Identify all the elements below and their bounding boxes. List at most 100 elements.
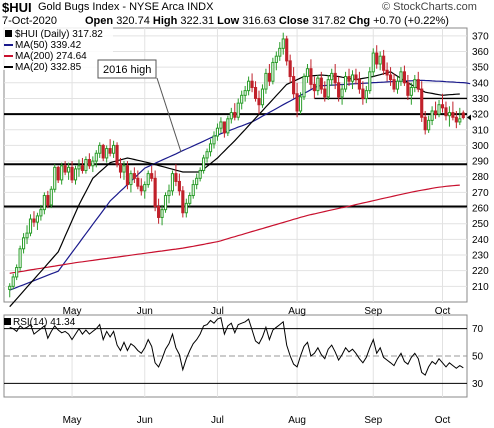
price-y-tick-label: 260 (472, 204, 489, 215)
candle-body (364, 90, 368, 99)
annotation-pointer (156, 77, 182, 153)
candle-body (181, 190, 185, 214)
candle-body (440, 104, 445, 109)
candle-body (271, 61, 275, 82)
candle-body (281, 38, 285, 49)
candle-body (208, 143, 213, 153)
candle-body (42, 195, 46, 211)
candle-body (309, 68, 313, 85)
last-price-marker (467, 114, 471, 121)
candle-body (18, 248, 22, 269)
ma20-line (9, 71, 460, 308)
candle-body (298, 96, 303, 112)
candle-body (157, 205, 161, 218)
price-y-tick-label: 370 (472, 31, 489, 42)
candle-body (305, 68, 310, 78)
candle-body (433, 110, 438, 115)
candle-body (53, 166, 57, 190)
candle-body (115, 144, 119, 165)
candle-body (35, 215, 40, 223)
price-x-tick-label: Aug (288, 306, 306, 317)
candle-body (451, 112, 455, 118)
candle-body (267, 72, 271, 82)
legend-price: $HUI (Daily) 317.82 (15, 29, 103, 40)
candle-body (243, 90, 247, 96)
ohlc-summary: Open 320.74 High 322.31 Low 316.63 Close… (85, 15, 449, 27)
candle-body (444, 107, 448, 117)
candle-body (409, 86, 413, 96)
candle-body (70, 166, 74, 181)
candle-body (395, 80, 400, 90)
candle-body (226, 118, 230, 134)
candle-body (247, 80, 251, 92)
candle-body (46, 195, 50, 206)
candle-body (191, 184, 195, 197)
rsi-x-tick-label: May (63, 415, 82, 426)
candle-body (368, 71, 372, 92)
candle-body (87, 159, 91, 167)
candle-body (402, 71, 406, 84)
annotation-2016-high: 2016 high (97, 59, 182, 153)
candle-body (430, 110, 434, 121)
legend-ma200: MA(200) 274.64 (15, 51, 87, 62)
close-value: 317.82 (311, 15, 346, 27)
candle-body (257, 97, 261, 106)
price-y-tick-label: 250 (472, 219, 489, 230)
candle-body (198, 169, 202, 179)
candle-body (212, 135, 216, 145)
price-y-tick-label: 240 (472, 235, 489, 246)
price-x-tick-label: Oct (435, 306, 451, 317)
date-label: 7-Oct-2020 (2, 15, 58, 27)
annotation-text: 2016 high (103, 64, 151, 76)
candle-body (312, 83, 316, 92)
candle-body (343, 76, 348, 90)
candle-body (25, 232, 29, 239)
price-x-tick-label: Sep (364, 306, 382, 317)
candle-body (416, 79, 420, 90)
candle-body (350, 74, 355, 82)
candle-body (229, 112, 233, 120)
candle-body (423, 116, 427, 131)
close-label: Close (278, 15, 309, 27)
candle-body (49, 188, 53, 206)
candle-body (375, 52, 379, 65)
rsi-panel: 30 50 70 (4, 317, 484, 390)
candle-body (292, 76, 296, 95)
candle-body (330, 72, 334, 81)
rsi-line (9, 317, 464, 376)
legend: $HUI (Daily) 317.82 MA(50) 339.42 MA(200… (3, 27, 113, 73)
candle-body (385, 69, 389, 76)
candle-body (253, 86, 258, 99)
candle-body (56, 166, 60, 181)
annotation-box (97, 59, 157, 79)
candle-body (337, 82, 341, 98)
candle-body (143, 184, 147, 192)
candle-body (323, 88, 327, 98)
candle-body (357, 79, 361, 90)
candle-body (32, 218, 36, 223)
legend-background (3, 27, 113, 70)
candle-body (84, 159, 88, 171)
ma200-line (9, 184, 460, 274)
high-value: 322.31 (180, 15, 215, 27)
price-x-tick-label: Jul (211, 306, 224, 317)
candle-body (163, 195, 168, 211)
candle-body (63, 165, 67, 173)
price-y-tick-label: 360 (472, 47, 489, 58)
candle-body (361, 88, 365, 99)
candle-body (22, 237, 26, 250)
candle-body (11, 276, 15, 287)
candle-body (146, 173, 150, 186)
candle-body (122, 165, 126, 173)
candle-body (77, 165, 81, 170)
candle-body (278, 47, 282, 57)
candle-body (392, 79, 396, 90)
rsi-x-tick-label: Sep (364, 415, 382, 426)
candle-body (236, 102, 240, 118)
candle-body (274, 55, 278, 63)
candle-body (285, 38, 289, 62)
rsi-y-tick-label: 50 (472, 352, 484, 363)
candle-body (188, 195, 192, 204)
candle-body (60, 165, 64, 181)
candle-body (174, 173, 178, 182)
